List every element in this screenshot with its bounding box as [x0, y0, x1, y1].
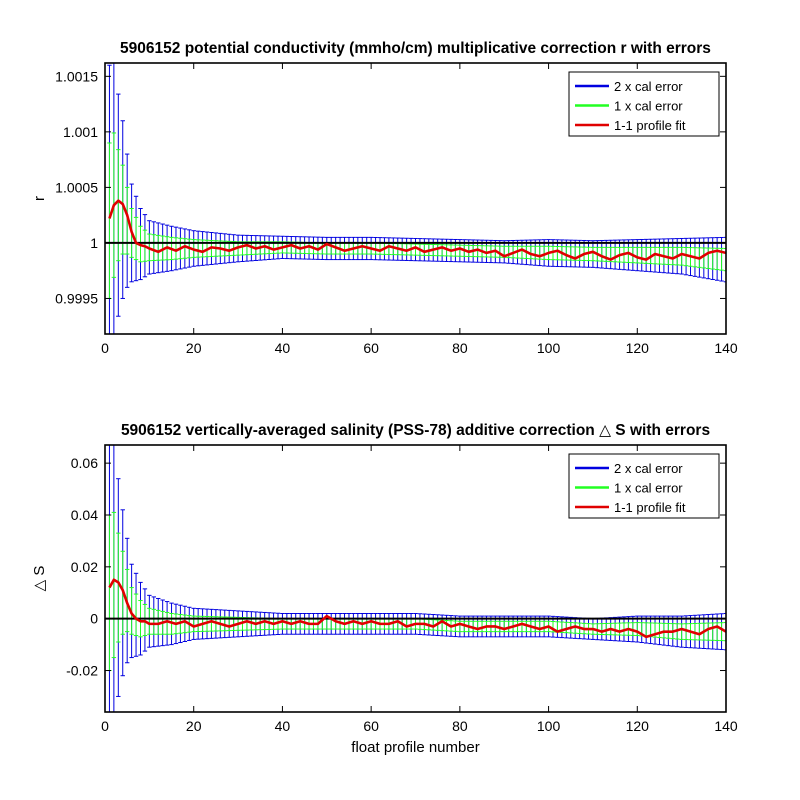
x-tick-label: 20 [186, 340, 202, 356]
y-tick-label: 0.9995 [55, 290, 98, 306]
x-tick-label: 100 [537, 718, 561, 734]
x-tick-label: 60 [363, 718, 379, 734]
y-tick-label: 1 [90, 235, 98, 251]
plot-area: 0 20 40 60 80 100 120 140 -0.02 0 0.02 0.04 0.06 [66, 444, 738, 734]
plot-area: 0 20 40 60 80 100 120 140 0.9995 1 1.0005 1.001 1.00… [55, 62, 738, 356]
legend: 2 x cal error 1 x cal error 1-1 profile fi… [568, 453, 720, 519]
legend-label-2x-cal-error: 2 x cal error [614, 79, 683, 94]
y-tick-label: 0.06 [71, 455, 98, 471]
x-tick-label: 40 [275, 718, 291, 734]
axes-box [104, 444, 727, 713]
series-profile-fit-line [108, 578, 726, 639]
x-tick-label: 0 [101, 718, 109, 734]
y-axis-label: r [31, 196, 48, 201]
x-tick-label: 0 [101, 340, 109, 356]
series-profile-fit-line [108, 199, 726, 261]
data-layer [105, 445, 726, 712]
y-tick-label: -0.02 [66, 663, 98, 679]
legend-label-2x-cal-error: 2 x cal error [614, 461, 683, 476]
y-tick-label: 0.04 [71, 507, 98, 523]
x-tick-label: 120 [626, 718, 650, 734]
x-tick-label: 140 [714, 340, 738, 356]
conductivity-correction-chart: 5906152 potential conductivity (mmho/cm)… [31, 40, 738, 356]
x-tick-label: 40 [275, 340, 291, 356]
x-tick-label: 100 [537, 340, 561, 356]
legend: 2 x cal error 1 x cal error 1-1 profile fi… [568, 71, 720, 137]
x-tick-label: 140 [714, 718, 738, 734]
data-layer [105, 63, 726, 334]
y-axis-label: △ S [31, 566, 48, 592]
x-tick-label: 80 [452, 340, 468, 356]
x-tick-label: 120 [626, 340, 650, 356]
y-tick-label: 0.02 [71, 559, 98, 575]
series-1x-cal-error [107, 511, 726, 672]
legend-label-1x-cal-error: 1 x cal error [614, 99, 683, 114]
legend-label-1x-cal-error: 1 x cal error [614, 481, 683, 496]
x-tick-label: 20 [186, 718, 202, 734]
legend-label-profile-fit: 1-1 profile fit [614, 118, 686, 133]
chart-title: 5906152 potential conductivity (mmho/cm)… [120, 40, 711, 57]
y-tick-label: 1.001 [63, 124, 98, 140]
x-tick-label: 80 [452, 718, 468, 734]
y-tick-label: 0 [90, 611, 98, 627]
legend-label-profile-fit: 1-1 profile fit [614, 500, 686, 515]
y-tick-label: 1.0005 [55, 179, 98, 195]
axes-box [104, 62, 727, 335]
series-1x-cal-error [107, 132, 726, 299]
y-tick-label: 1.0015 [55, 68, 98, 84]
salinity-correction-chart: 5906152 vertically-averaged salinity (PS… [31, 422, 738, 756]
chart-title: 5906152 vertically-averaged salinity (PS… [121, 422, 710, 439]
x-tick-label: 60 [363, 340, 379, 356]
x-axis-label: float profile number [351, 739, 479, 756]
